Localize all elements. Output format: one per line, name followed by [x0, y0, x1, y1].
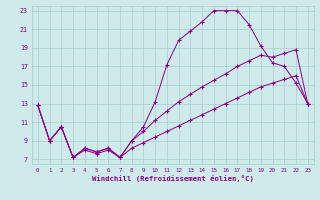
X-axis label: Windchill (Refroidissement éolien,°C): Windchill (Refroidissement éolien,°C)	[92, 175, 254, 182]
